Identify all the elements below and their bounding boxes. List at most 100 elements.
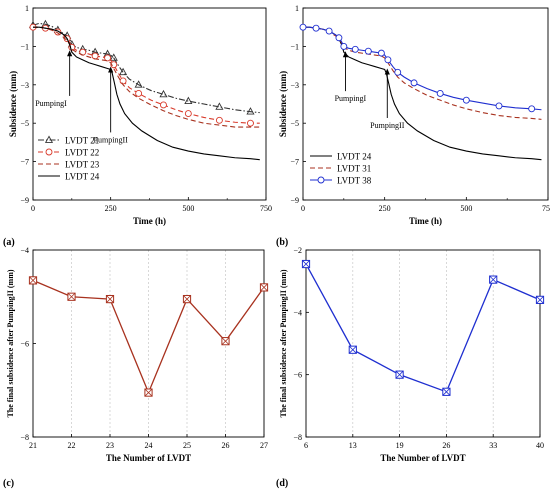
x-tick-label: 40 [536, 441, 544, 450]
chart-panel-2: 0 250 500 750 −9 −7 −5 −3 −1 1 Time (h) Subsidence … [276, 4, 550, 248]
annotation-arrow-head [67, 50, 73, 57]
data-point [134, 80, 143, 88]
annotation-2: PumpingII [370, 68, 405, 130]
data-point [184, 96, 193, 104]
data-point-cross [67, 292, 76, 301]
data-point [312, 24, 320, 32]
data-point [384, 56, 392, 64]
panel-label: (c) [3, 478, 14, 489]
legend-label: LVDT 21 [65, 136, 99, 146]
y-tick-label: −8 [20, 433, 29, 442]
annotation-label: PumpingI [35, 99, 67, 108]
data-point [535, 295, 545, 304]
chart-panel-4: 6 13 19 26 33 40 −8 −6 −4 −2 The Number of LVDT The… [276, 246, 545, 489]
data-point-cross [106, 295, 114, 303]
annotation-1: PumpingI [335, 51, 366, 103]
data-point [182, 294, 192, 304]
data-point [104, 54, 112, 62]
annotation-arrow-head [384, 68, 390, 75]
y-tick-label: −9 [20, 196, 29, 205]
x-tick-label: 27 [260, 441, 268, 450]
data-point [335, 34, 343, 42]
x-axis-label: The Number of LVDT [380, 453, 465, 463]
x-tick-label: 500 [182, 204, 194, 213]
data-point [109, 53, 118, 61]
x-tick-label: 33 [489, 441, 497, 450]
panel-label: (a) [3, 237, 15, 248]
series-2 [303, 26, 542, 120]
y-tick-label: −5 [290, 119, 299, 128]
legend-marker [44, 135, 54, 143]
y-tick-label: −6 [293, 371, 302, 380]
y-tick-label: −4 [20, 246, 29, 255]
data-point [489, 275, 498, 284]
y-tick-label: −7 [290, 158, 299, 167]
data-point-cross [221, 337, 230, 346]
y-tick-label: −2 [293, 246, 302, 255]
x-tick-label: 750 [542, 204, 550, 213]
data-point [301, 259, 311, 269]
x-tick-label: 250 [105, 204, 117, 213]
data-point-cross [302, 260, 310, 268]
data-point [340, 42, 348, 50]
chart-panel-3: 21 22 23 24 25 26 27 −8 −6 −4 The Number of LVDT Th… [3, 246, 269, 489]
y-axis-label: Subsidence (mm) [278, 71, 288, 137]
series-1 [301, 259, 545, 396]
data-point [105, 294, 115, 304]
data-point [259, 283, 269, 292]
y-tick-label: −6 [20, 340, 29, 349]
data-point [215, 102, 224, 110]
plot-frame [305, 249, 541, 438]
y-tick-label: −1 [20, 42, 29, 51]
legend-label: LVDT 38 [337, 176, 372, 186]
data-point [351, 45, 359, 53]
series-line [303, 26, 542, 120]
x-tick-label: 25 [183, 441, 191, 450]
data-point-cross [260, 283, 268, 292]
data-point [246, 107, 255, 115]
data-point [394, 68, 402, 76]
y-axis-label: The final subsidence after PumpingII (mm… [279, 269, 288, 417]
chart-panel-1: 0 250 500 750 −9 −7 −5 −3 −1 1 Time (h) Subsidence … [3, 4, 272, 248]
x-axis-label: Time (h) [409, 216, 442, 226]
annotation-arrow-head [342, 51, 349, 58]
y-tick-label: −8 [293, 433, 302, 442]
data-point [119, 77, 127, 85]
y-axis-label: Subsidence (mm) [8, 71, 18, 137]
panel-label: (d) [276, 478, 288, 489]
x-tick-label: 0 [31, 204, 35, 213]
legend-label: LVDT 24 [65, 172, 100, 182]
x-tick-label: 22 [68, 441, 76, 450]
y-tick-label: −1 [290, 42, 299, 51]
data-point [528, 105, 536, 113]
legend-label: LVDT 24 [337, 152, 372, 162]
y-tick-label: −4 [293, 308, 302, 317]
y-tick-label: −5 [20, 119, 29, 128]
data-point [135, 89, 143, 97]
data-point [462, 96, 470, 104]
data-point-cross [395, 370, 404, 379]
series-2 [29, 23, 260, 127]
annotation-label: PumpingII [370, 121, 405, 130]
series-1 [28, 276, 269, 397]
x-tick-label: 19 [396, 441, 404, 450]
data-point [436, 89, 444, 97]
data-point [395, 370, 404, 379]
data-point [299, 23, 307, 31]
data-point [110, 61, 118, 69]
y-tick-label: −7 [20, 158, 29, 167]
x-tick-label: 26 [442, 441, 450, 450]
series-3 [33, 26, 260, 128]
legend: LVDT 21 LVDT 22 LVDT 23 LVDT 24 [38, 135, 100, 182]
annotation-2: PumpingII [94, 66, 128, 144]
x-tick-label: 24 [145, 441, 153, 450]
y-tick-label: −3 [20, 81, 29, 90]
legend-label: LVDT 31 [337, 164, 371, 174]
x-tick-label: 23 [106, 441, 114, 450]
legend-marker [45, 148, 53, 156]
annotation-arrow-head [108, 66, 114, 73]
series-line [305, 263, 541, 393]
data-point [28, 276, 38, 285]
data-point [377, 49, 385, 57]
